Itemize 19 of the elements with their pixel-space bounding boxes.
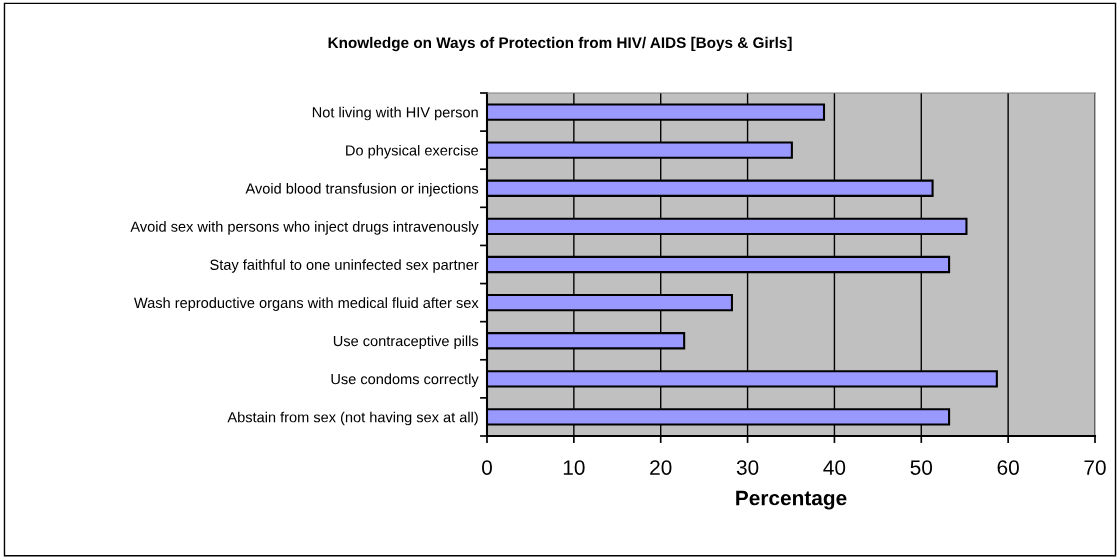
y-tick-label: Use condoms correctly <box>331 373 479 388</box>
x-tick-label: 20 <box>650 460 672 475</box>
x-tick-label: 70 <box>1084 460 1106 475</box>
y-tick-label: Use contraceptive pills <box>333 335 479 350</box>
y-tick-label: Do physical exercise <box>346 144 479 159</box>
x-tick-label: 60 <box>997 460 1019 475</box>
y-tick-label: Avoid sex with persons who inject drugs intravenously <box>130 221 479 235</box>
y-tick-label: Avoid blood transfusion or injections <box>245 182 479 197</box>
y-tick-label: Stay faithful to one uninfected sex partner <box>210 259 479 273</box>
x-axis-title: Percentage <box>736 490 847 510</box>
x-tick-label: 0 <box>482 460 492 475</box>
x-tick-label: 30 <box>736 460 759 475</box>
y-tick-label: Abstain from sex (not having sex at all) <box>227 411 478 426</box>
chart-title: Knowledge on Ways of Protection from HIV/ AIDS [Boys & Girls] <box>328 36 792 52</box>
y-tick-label: Not living with HIV person <box>312 106 478 121</box>
x-tick-label: 50 <box>910 460 933 475</box>
x-tick-label: 10 <box>563 460 585 475</box>
y-tick-label: Wash reproductive organs with medical fluid after sex <box>134 297 479 311</box>
x-tick-label: 40 <box>823 460 846 475</box>
